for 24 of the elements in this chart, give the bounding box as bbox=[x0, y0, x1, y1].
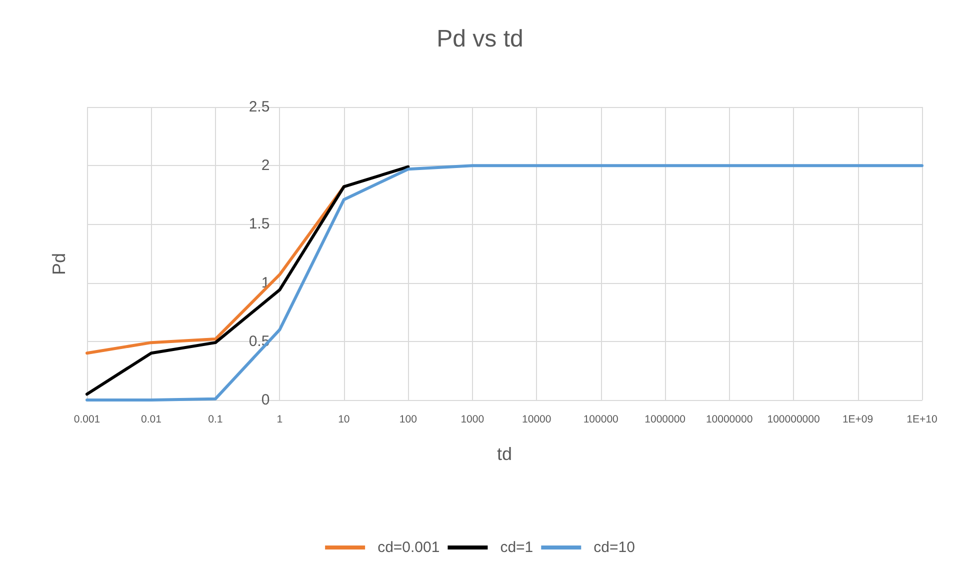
legend-label: cd=0.001 bbox=[378, 539, 440, 556]
x-tick-label: 0.01 bbox=[141, 414, 162, 426]
y-tick-label: 2 bbox=[261, 157, 270, 174]
x-tick-label: 100000000 bbox=[767, 414, 820, 426]
x-tick-label: 1000000 bbox=[644, 414, 686, 426]
x-tick-label: 10000000 bbox=[706, 414, 753, 426]
y-tick-label: 0 bbox=[261, 392, 270, 408]
legend-label: cd=10 bbox=[594, 539, 635, 556]
x-tick-label: 1000 bbox=[460, 414, 484, 426]
x-tick-label: 10000 bbox=[522, 414, 552, 426]
x-tick-label: 100 bbox=[399, 414, 418, 426]
chart-title: Pd vs td bbox=[436, 26, 524, 52]
x-axis-title: td bbox=[496, 444, 512, 464]
x-tick-label: 0.1 bbox=[208, 414, 223, 426]
x-tick-label: 1 bbox=[276, 414, 283, 426]
y-axis-title: Pd bbox=[49, 252, 69, 276]
y-tick-label: 1.5 bbox=[248, 216, 270, 233]
legend-label: cd=1 bbox=[500, 539, 534, 556]
x-tick-label: 100000 bbox=[583, 414, 619, 426]
x-tick-label: 1E+10 bbox=[906, 414, 938, 426]
y-tick-label: 2.5 bbox=[248, 98, 270, 116]
x-tick-label: 10 bbox=[338, 414, 350, 426]
x-tick-label: 0.001 bbox=[74, 414, 100, 426]
x-tick-label: 1E+09 bbox=[842, 414, 874, 426]
